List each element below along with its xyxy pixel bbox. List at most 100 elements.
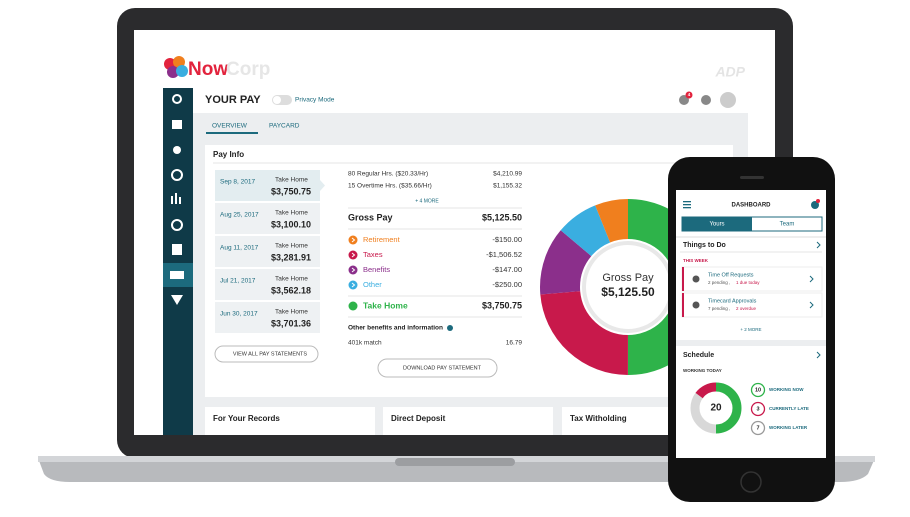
phone-badge[interactable] bbox=[811, 201, 819, 209]
deduction-icon bbox=[348, 265, 358, 275]
statement-row[interactable] bbox=[215, 236, 320, 267]
deduction-label: Taxes bbox=[363, 250, 383, 259]
decoration bbox=[540, 199, 716, 375]
todo-alert: 2 overdue bbox=[736, 306, 757, 311]
badge bbox=[685, 91, 693, 99]
decoration bbox=[171, 219, 183, 231]
deduction-chevron bbox=[351, 252, 356, 258]
statement-date: Jul 21, 2017 bbox=[220, 278, 256, 285]
sidebar-icons bbox=[170, 94, 184, 305]
benefits-title: Other benefits and information bbox=[348, 325, 443, 332]
view-all-button[interactable] bbox=[214, 345, 319, 363]
statement-date: Jun 30, 2017 bbox=[220, 311, 258, 318]
legend-ring bbox=[750, 382, 766, 398]
donut-amount: $5,125.50 bbox=[601, 285, 655, 299]
logo-dot bbox=[167, 66, 179, 78]
schedule-chart: 10 WORKING NOW 3 CURRENTLY LATE 7 WORKING LAT… bbox=[690, 351, 821, 436]
decoration bbox=[172, 120, 182, 129]
legend-count: 3 bbox=[756, 406, 759, 412]
legend-count: 10 bbox=[755, 387, 761, 393]
phone-badge-dot bbox=[816, 199, 820, 203]
decoration bbox=[171, 196, 173, 204]
sidebar bbox=[163, 88, 193, 435]
laptop-notch bbox=[395, 458, 515, 466]
todo-alert: 1 due today bbox=[736, 280, 760, 285]
statement-row[interactable] bbox=[215, 269, 320, 300]
benefit-amount: 16.79 bbox=[506, 340, 523, 347]
notifications-icon[interactable] bbox=[679, 95, 689, 105]
phone-tab[interactable]: Team bbox=[780, 222, 795, 228]
divider bbox=[676, 340, 826, 346]
statement-amount: $3,750.75 bbox=[271, 186, 311, 196]
decoration bbox=[179, 197, 181, 204]
help-icon[interactable] bbox=[701, 95, 711, 105]
selected-arrow bbox=[320, 180, 325, 191]
phone-screen bbox=[676, 190, 826, 458]
decoration bbox=[170, 271, 184, 279]
legend-label: WORKING LATER bbox=[769, 425, 808, 430]
earning-label: 80 Regular Hrs. ($20.33/Hr) bbox=[348, 171, 428, 178]
brand-name: Corp bbox=[226, 59, 270, 80]
toggle-knob bbox=[273, 96, 281, 104]
chevron bbox=[809, 275, 814, 283]
tab[interactable]: PAYCARD bbox=[269, 123, 300, 130]
menu-icon[interactable] bbox=[683, 201, 691, 209]
todo-list: Time Off Requests 2 pending , 1 due today T… bbox=[680, 241, 823, 318]
deduction-chevron bbox=[351, 267, 356, 273]
statement-row[interactable] bbox=[215, 203, 320, 234]
statement-date: Sep 8, 2017 bbox=[220, 179, 255, 186]
benefit-label: 401k match bbox=[348, 340, 382, 347]
statement-amount: $3,281.91 bbox=[271, 252, 311, 262]
statement-date: Aug 25, 2017 bbox=[220, 212, 259, 219]
take-home-label: Take Home bbox=[363, 300, 408, 310]
todo-icon bbox=[692, 301, 700, 309]
statement-amount: $3,100.10 bbox=[271, 219, 311, 229]
donut-label: Gross Pay bbox=[602, 272, 654, 284]
section-subtitle: WORKING TODAY bbox=[683, 368, 722, 373]
deduction-amount: -$1,506.52 bbox=[486, 250, 522, 259]
legend-ring bbox=[750, 420, 766, 436]
deduction-icon bbox=[348, 280, 358, 290]
decoration bbox=[683, 201, 691, 203]
phone-tab-active[interactable] bbox=[682, 217, 752, 231]
schedule-segment bbox=[690, 382, 742, 434]
summary-card[interactable] bbox=[383, 407, 553, 435]
summary-card[interactable] bbox=[205, 407, 375, 435]
decoration bbox=[171, 169, 183, 181]
todo-icon bbox=[692, 275, 700, 283]
home-button[interactable] bbox=[740, 471, 762, 493]
phone-title: DASHBOARD bbox=[732, 203, 772, 209]
info-icon[interactable] bbox=[447, 325, 453, 331]
more-link[interactable]: + 4 MORE bbox=[415, 198, 439, 204]
avatar[interactable] bbox=[720, 92, 736, 108]
todo-item[interactable] bbox=[681, 292, 823, 318]
gross-label: Gross Pay bbox=[348, 212, 393, 222]
more-link[interactable]: + 2 MORE bbox=[740, 327, 761, 332]
decoration bbox=[172, 94, 182, 104]
toggle-label: Privacy Mode bbox=[295, 97, 335, 104]
deduction-amount: -$250.00 bbox=[492, 280, 522, 289]
decoration bbox=[683, 204, 691, 206]
earning-amount: $1,155.32 bbox=[493, 183, 522, 190]
decoration bbox=[175, 193, 177, 204]
statement-label: Take Home bbox=[275, 210, 308, 217]
tab[interactable]: OVERVIEW bbox=[212, 123, 248, 130]
chevron bbox=[809, 301, 814, 309]
laptop-base bbox=[38, 458, 875, 482]
statement-label: Take Home bbox=[275, 243, 308, 250]
card-title: For Your Records bbox=[213, 414, 280, 423]
todo-item[interactable] bbox=[681, 266, 823, 292]
todo-accent bbox=[682, 267, 684, 291]
statement-label: Take Home bbox=[275, 309, 308, 316]
statement-amount: $3,701.36 bbox=[271, 318, 311, 328]
tab-underline bbox=[206, 132, 258, 134]
legend-count: 7 bbox=[756, 425, 759, 431]
download-button[interactable] bbox=[377, 358, 498, 378]
statement-row[interactable] bbox=[215, 302, 320, 333]
todo-accent bbox=[682, 293, 684, 317]
statement-list: Sep 8, 2017 Take Home $3,750.75 Aug 25, 201… bbox=[215, 170, 325, 333]
statement-row[interactable] bbox=[215, 170, 320, 201]
bottom-cards: For Your Records Direct Deposit Tax Withol… bbox=[205, 407, 732, 435]
